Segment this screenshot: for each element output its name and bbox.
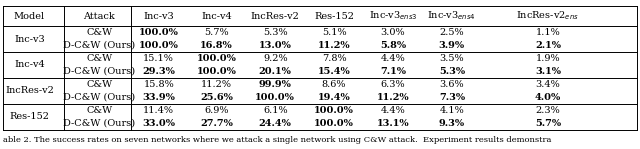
- Text: 11.2%: 11.2%: [377, 93, 409, 102]
- Text: 27.7%: 27.7%: [200, 119, 233, 128]
- Text: 5.7%: 5.7%: [204, 28, 228, 37]
- Text: able 2. The success rates on seven networks where we attack a single network usi: able 2. The success rates on seven netwo…: [3, 136, 552, 144]
- Text: IncRes-v2: IncRes-v2: [5, 86, 54, 95]
- Text: Inc-v3: Inc-v3: [143, 11, 174, 21]
- Text: Inc-v4: Inc-v4: [201, 11, 232, 21]
- Text: D-C&W (Ours): D-C&W (Ours): [63, 41, 135, 50]
- Text: Attack: Attack: [83, 11, 115, 21]
- Text: 3.0%: 3.0%: [381, 28, 405, 37]
- Text: C&W: C&W: [86, 54, 112, 63]
- Text: 7.8%: 7.8%: [322, 54, 346, 63]
- Text: 7.3%: 7.3%: [439, 93, 465, 102]
- Text: C&W: C&W: [86, 28, 112, 37]
- Text: 5.8%: 5.8%: [380, 41, 406, 50]
- Text: Inc-v3: Inc-v3: [14, 35, 45, 44]
- Text: 100.0%: 100.0%: [314, 106, 354, 115]
- Text: 11.2%: 11.2%: [318, 41, 350, 50]
- Text: 1.1%: 1.1%: [536, 28, 560, 37]
- Text: D-C&W (Ours): D-C&W (Ours): [63, 67, 135, 76]
- Text: 6.3%: 6.3%: [381, 80, 405, 89]
- Text: 20.1%: 20.1%: [259, 67, 292, 76]
- Text: 15.4%: 15.4%: [317, 67, 351, 76]
- Text: 3.5%: 3.5%: [440, 54, 464, 63]
- Text: 99.9%: 99.9%: [259, 80, 292, 89]
- Text: 4.4%: 4.4%: [381, 54, 405, 63]
- Text: Inc-v3$_{ens4}$: Inc-v3$_{ens4}$: [428, 10, 476, 22]
- Text: 2.1%: 2.1%: [535, 41, 561, 50]
- Text: Res-152: Res-152: [314, 11, 354, 21]
- Text: 5.3%: 5.3%: [439, 67, 465, 76]
- Text: 33.0%: 33.0%: [142, 119, 175, 128]
- Text: 100.0%: 100.0%: [196, 67, 236, 76]
- Text: C&W: C&W: [86, 80, 112, 89]
- Text: 100.0%: 100.0%: [255, 93, 295, 102]
- Text: Inc-v4: Inc-v4: [14, 60, 45, 69]
- Text: 29.3%: 29.3%: [142, 67, 175, 76]
- Text: 6.1%: 6.1%: [263, 106, 287, 115]
- Text: 100.0%: 100.0%: [139, 41, 179, 50]
- Text: 13.0%: 13.0%: [259, 41, 292, 50]
- Text: 7.1%: 7.1%: [380, 67, 406, 76]
- Text: 8.6%: 8.6%: [322, 80, 346, 89]
- Text: D-C&W (Ours): D-C&W (Ours): [63, 93, 135, 102]
- Text: 1.9%: 1.9%: [536, 54, 560, 63]
- Text: 19.4%: 19.4%: [317, 93, 351, 102]
- Text: 3.9%: 3.9%: [439, 41, 465, 50]
- Text: 100.0%: 100.0%: [139, 28, 179, 37]
- Text: 11.2%: 11.2%: [201, 80, 232, 89]
- Text: Res-152: Res-152: [10, 112, 49, 121]
- Text: 13.1%: 13.1%: [377, 119, 409, 128]
- Text: 100.0%: 100.0%: [196, 54, 236, 63]
- Text: 3.4%: 3.4%: [536, 80, 560, 89]
- Text: 5.1%: 5.1%: [322, 28, 346, 37]
- Text: 16.8%: 16.8%: [200, 41, 233, 50]
- Text: 9.2%: 9.2%: [263, 54, 287, 63]
- Text: 4.4%: 4.4%: [381, 106, 405, 115]
- Text: 11.4%: 11.4%: [143, 106, 174, 115]
- Text: Inc-v3$_{ens3}$: Inc-v3$_{ens3}$: [369, 10, 417, 22]
- Text: 4.1%: 4.1%: [440, 106, 464, 115]
- Text: 3.1%: 3.1%: [535, 67, 561, 76]
- Text: IncRes-v2: IncRes-v2: [251, 11, 300, 21]
- Text: Model: Model: [14, 11, 45, 21]
- Text: 5.7%: 5.7%: [535, 119, 561, 128]
- Text: IncRes-v2$_{ens}$: IncRes-v2$_{ens}$: [516, 10, 579, 22]
- Text: 6.9%: 6.9%: [204, 106, 228, 115]
- Text: 33.9%: 33.9%: [142, 93, 175, 102]
- Text: 2.5%: 2.5%: [440, 28, 464, 37]
- Text: 15.8%: 15.8%: [143, 80, 174, 89]
- Text: 3.6%: 3.6%: [440, 80, 464, 89]
- Text: 5.3%: 5.3%: [263, 28, 287, 37]
- Text: 100.0%: 100.0%: [314, 119, 354, 128]
- Text: 4.0%: 4.0%: [534, 93, 561, 102]
- Text: 15.1%: 15.1%: [143, 54, 174, 63]
- Text: 25.6%: 25.6%: [200, 93, 233, 102]
- Text: 9.3%: 9.3%: [439, 119, 465, 128]
- Text: 2.3%: 2.3%: [536, 106, 560, 115]
- Text: C&W: C&W: [86, 106, 112, 115]
- Text: D-C&W (Ours): D-C&W (Ours): [63, 119, 135, 128]
- Text: 24.4%: 24.4%: [259, 119, 292, 128]
